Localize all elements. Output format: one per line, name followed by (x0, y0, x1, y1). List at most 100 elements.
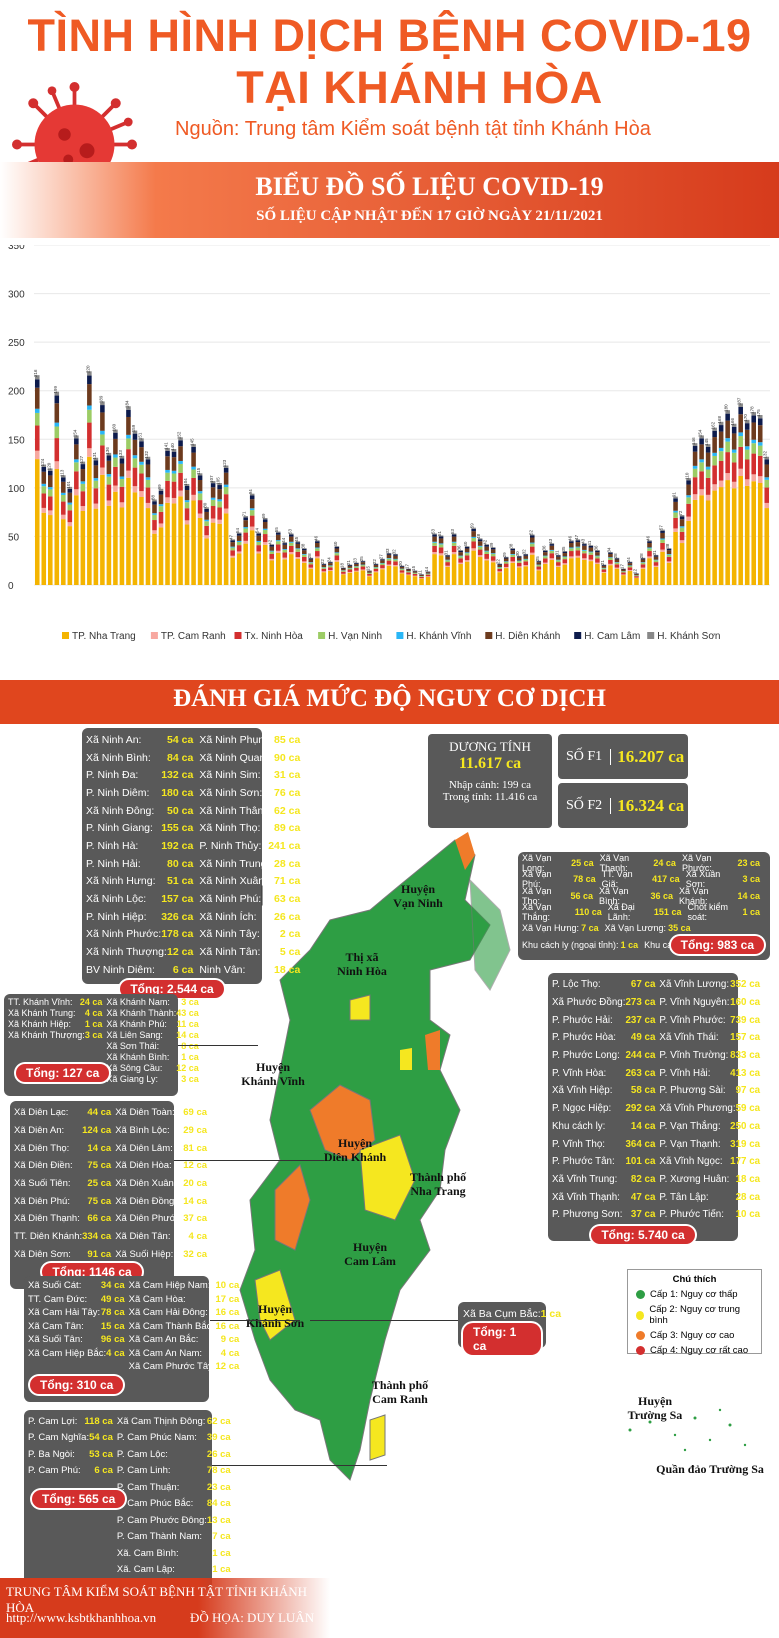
bar-segment (425, 576, 431, 585)
bar-segment (529, 534, 535, 536)
commune-name: Xã Khánh Bình: (106, 1051, 170, 1062)
commune-name: P. Phước Hải: (552, 1014, 613, 1026)
bar-segment (367, 573, 372, 574)
y-tick-label: 200 (8, 387, 25, 398)
commune-name: Xã Khánh Hiệp: (8, 1018, 72, 1029)
commune-cases: 157 ca (730, 1032, 761, 1044)
camranh-total: Tổng: 565 ca (32, 1490, 126, 1508)
legend-item: Cấp 3: Nguy cơ cao (636, 1330, 753, 1341)
bar-segment (256, 540, 261, 542)
bar-segment (315, 558, 320, 585)
commune-name: Xã Diên Phước: (115, 1213, 184, 1225)
bar-total-label: 43 (548, 538, 553, 544)
bar-segment (386, 565, 392, 585)
footer-url[interactable]: http://www.ksbtkhanhhoa.vn (6, 1610, 157, 1625)
commune-name: P. Cam Phước Đông: (116, 1514, 207, 1526)
bar-segment (393, 558, 398, 560)
commune-cases: 177 ca (730, 1156, 761, 1168)
bar-segment (640, 562, 646, 563)
commune-row: P. Ba Ngòi: 53 ca (28, 1446, 113, 1463)
bar-segment (738, 436, 743, 447)
bar-segment (54, 391, 60, 396)
commune-name: Xã Xuân Sơn: (685, 869, 721, 890)
commune-name: Xã Diên Tân: (115, 1231, 171, 1243)
bar-segment (640, 568, 646, 585)
bar-segment (653, 556, 659, 560)
bar-segment (113, 485, 118, 492)
bar-segment (451, 545, 457, 553)
commune-name: Xã Diên Thạnh: (14, 1213, 80, 1225)
bar-segment (438, 555, 444, 585)
bar-segment (204, 507, 209, 509)
bar-segment (516, 560, 522, 562)
bar-segment (660, 532, 665, 539)
bar-segment (529, 535, 535, 538)
bar-segment (523, 554, 529, 556)
commune-cases: 97 ca (735, 1085, 761, 1097)
commune-name: Xã Vạn Lương: (604, 923, 667, 934)
bar-segment (438, 535, 444, 537)
commune-cases: 76 ca (274, 786, 301, 799)
commune-name: Xã Vạn Thạnh: (599, 853, 630, 874)
commune-cases: 13 ca (206, 1514, 231, 1526)
commune-row: P. Cam Lộc: 26 ca (117, 1446, 231, 1463)
commune-cases: 82 ca (630, 1173, 656, 1185)
bar-segment (477, 557, 483, 585)
commune-row: Xã Diên Phước: 37 ca (115, 1210, 207, 1228)
bar-segment (34, 408, 40, 413)
commune-row: P. Cam Nghĩa: 54 ca (28, 1430, 113, 1447)
commune-cases: 62 ca (206, 1415, 231, 1427)
bar-segment (100, 401, 105, 406)
bar-segment (536, 570, 542, 585)
bar-total-label: 30 (515, 551, 520, 557)
commune-cases: 89 ca (274, 822, 301, 835)
bar-segment (660, 551, 665, 585)
bar-segment (41, 466, 47, 472)
commune-name: Xã Diên Sơn: (14, 1248, 71, 1260)
commune-row: Xã Khánh Hiệp: 1 ca (8, 1018, 102, 1029)
bar-segment (744, 449, 750, 460)
bar-segment (256, 533, 261, 536)
bar-segment (236, 553, 242, 585)
bar-segment (686, 516, 691, 521)
commune-name: P. Cam Linh: (116, 1465, 171, 1477)
bar-total-label: 131 (92, 451, 97, 459)
bar-segment (158, 511, 164, 524)
bar-total-label: 53 (431, 529, 436, 535)
bar-segment (412, 570, 418, 572)
bar-segment (438, 553, 444, 556)
bar-segment (113, 438, 118, 455)
bar-total-label: 28 (307, 553, 312, 559)
bar-total-label: 123 (222, 459, 227, 467)
bar-segment (464, 552, 470, 554)
bar-segment (139, 491, 144, 497)
bar-segment (41, 507, 47, 513)
bar-segment (367, 571, 372, 573)
bar-segment (184, 520, 190, 525)
bar-total-label: 31 (554, 550, 559, 556)
commune-row: Xã Suối Cát: 34 ca (28, 1279, 125, 1293)
commune-name: P. Phương Sơn: (552, 1209, 623, 1221)
bar-segment (471, 528, 476, 532)
bar-segment (412, 573, 418, 576)
bar-segment (523, 555, 529, 559)
bar-segment (145, 502, 151, 509)
y-tick-label: 0 (8, 581, 14, 592)
bar-segment (569, 548, 574, 552)
bar-segment (230, 542, 235, 547)
commune-row: Xã Phước Đồng: 273 ca (552, 994, 655, 1012)
bar-segment (471, 548, 476, 551)
bar-segment (341, 571, 346, 574)
bar-segment (432, 536, 437, 542)
bar-segment (347, 571, 353, 573)
bar-segment (223, 487, 229, 495)
commune-row: Ninh Vân: 18 ca (199, 961, 300, 979)
bar-total-label: 22 (496, 559, 501, 565)
bar-segment (373, 564, 379, 565)
commune-row: P. Cam Phú: 6 ca (28, 1463, 113, 1480)
commune-cases: 80 ca (167, 857, 194, 870)
bar-segment (119, 502, 125, 508)
bar-total-label: 145 (190, 438, 195, 446)
bar-segment (757, 418, 763, 426)
bar-segment (106, 484, 112, 501)
